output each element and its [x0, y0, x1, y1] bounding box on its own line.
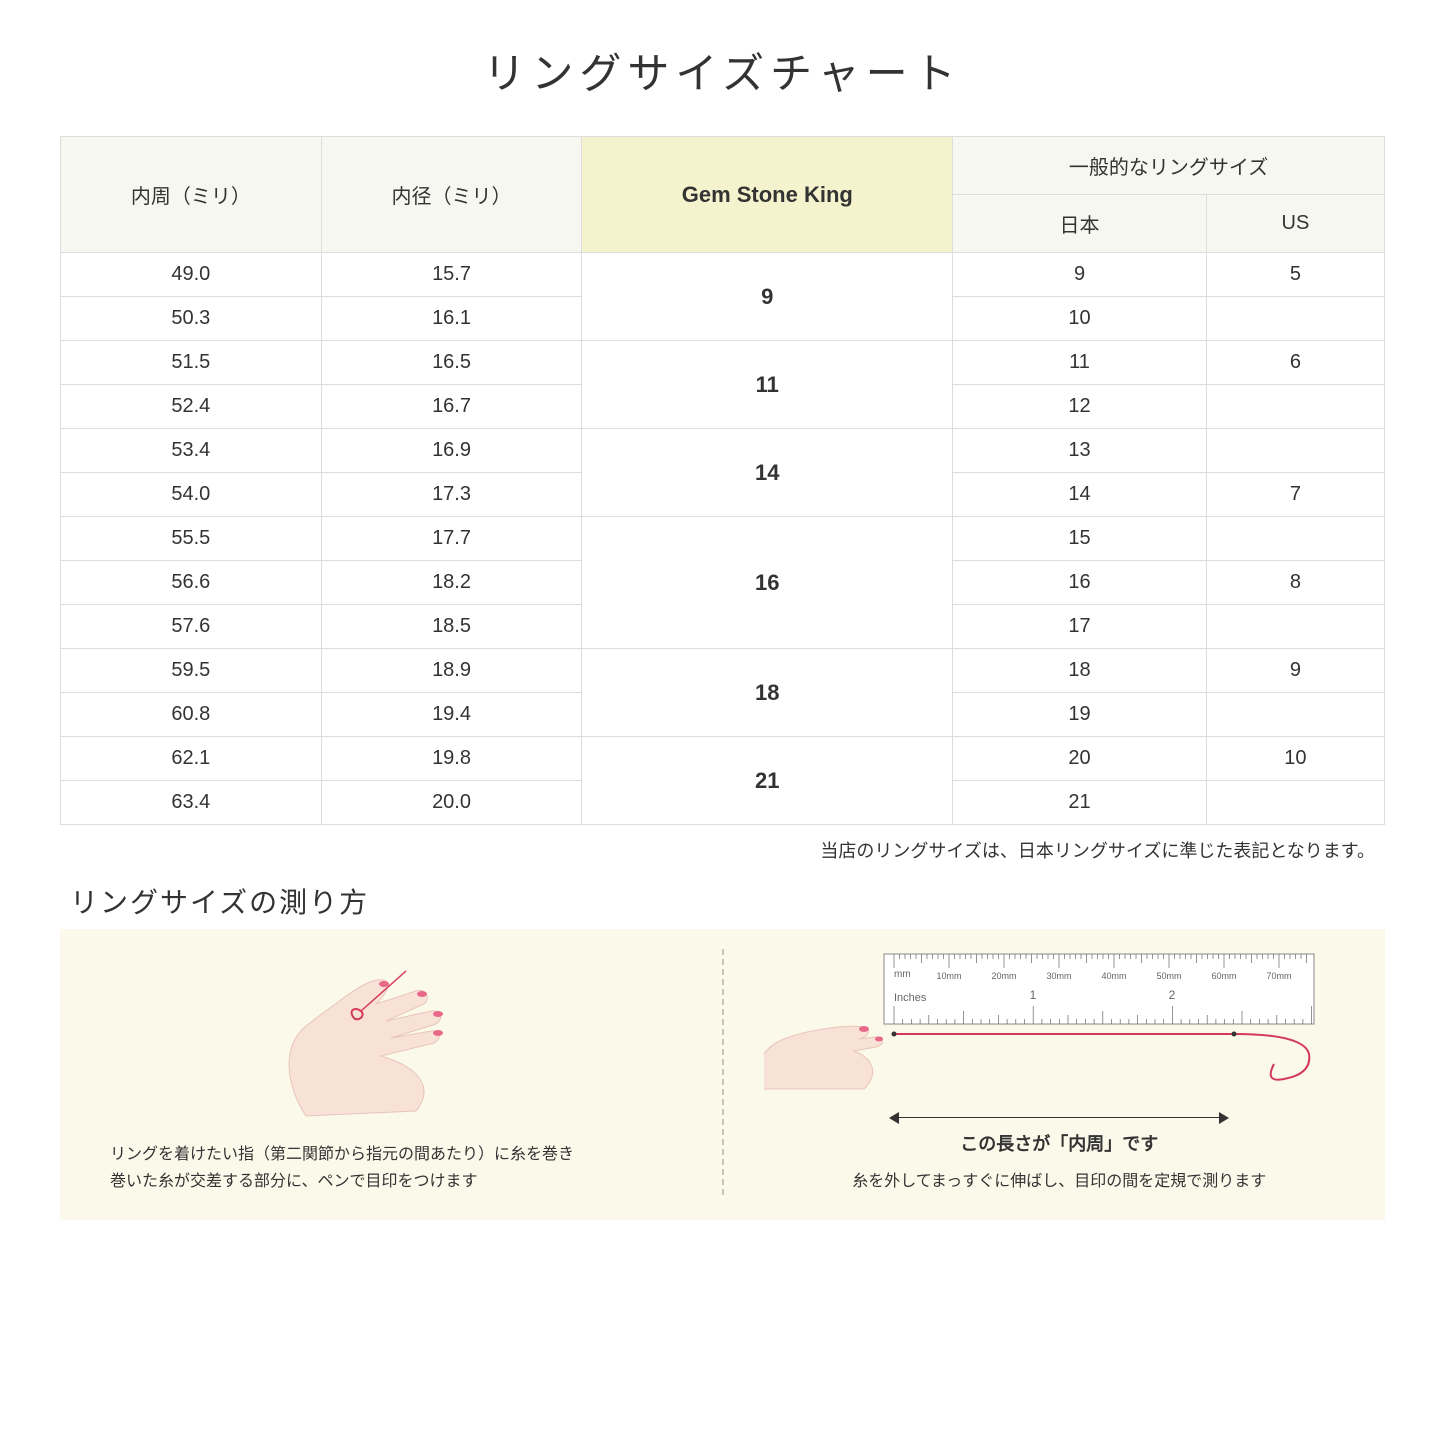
table-row: 49.015.7995	[61, 253, 1385, 297]
cell-jp: 20	[953, 737, 1207, 781]
cell-gsk: 21	[582, 737, 953, 825]
svg-text:10mm: 10mm	[936, 971, 961, 981]
cell-circ: 53.4	[61, 429, 322, 473]
cell-us	[1206, 517, 1384, 561]
cell-dia: 16.1	[321, 297, 582, 341]
svg-text:70mm: 70mm	[1266, 971, 1291, 981]
cell-dia: 18.5	[321, 605, 582, 649]
cell-dia: 20.0	[321, 781, 582, 825]
cell-circ: 63.4	[61, 781, 322, 825]
measure-label: この長さが「内周」です	[764, 1130, 1356, 1156]
panel2-caption: 糸を外してまっすぐに伸ばし、目印の間を定規で測ります	[764, 1168, 1356, 1195]
cell-dia: 19.8	[321, 737, 582, 781]
table-row: 55.517.71615	[61, 517, 1385, 561]
cell-us: 7	[1206, 473, 1384, 517]
cell-jp: 16	[953, 561, 1207, 605]
svg-text:60mm: 60mm	[1211, 971, 1236, 981]
cell-gsk: 18	[582, 649, 953, 737]
cell-us	[1206, 385, 1384, 429]
cell-us: 9	[1206, 649, 1384, 693]
table-row: 53.416.91413	[61, 429, 1385, 473]
table-row: 51.516.511116	[61, 341, 1385, 385]
cell-jp: 10	[953, 297, 1207, 341]
howto-title: リングサイズの測り方	[70, 881, 1385, 921]
howto-panel-2: mm 10mm 20mm 30mm 40mm 50mm 60mm 70mm Inches 1…	[764, 949, 1356, 1195]
svg-text:20mm: 20mm	[991, 971, 1016, 981]
cell-circ: 59.5	[61, 649, 322, 693]
cell-circ: 55.5	[61, 517, 322, 561]
cell-gsk: 16	[582, 517, 953, 649]
panel-divider	[722, 949, 724, 1195]
cell-gsk: 9	[582, 253, 953, 341]
cell-circ: 57.6	[61, 605, 322, 649]
cell-us: 6	[1206, 341, 1384, 385]
cell-circ: 49.0	[61, 253, 322, 297]
svg-text:Inches: Inches	[894, 992, 927, 1004]
cell-jp: 13	[953, 429, 1207, 473]
svg-text:30mm: 30mm	[1046, 971, 1071, 981]
col-general: 一般的なリングサイズ	[953, 137, 1385, 195]
cell-dia: 18.2	[321, 561, 582, 605]
footnote: 当店のリングサイズは、日本リングサイズに準じた表記となります。	[60, 837, 1385, 863]
cell-circ: 60.8	[61, 693, 322, 737]
cell-us	[1206, 297, 1384, 341]
cell-dia: 16.5	[321, 341, 582, 385]
table-row: 62.119.8212010	[61, 737, 1385, 781]
col-us: US	[1206, 195, 1384, 253]
cell-dia: 17.7	[321, 517, 582, 561]
cell-circ: 51.5	[61, 341, 322, 385]
cell-circ: 56.6	[61, 561, 322, 605]
cell-gsk: 11	[582, 341, 953, 429]
measure-arrow	[889, 1108, 1229, 1128]
cell-us: 8	[1206, 561, 1384, 605]
cell-jp: 11	[953, 341, 1207, 385]
cell-gsk: 14	[582, 429, 953, 517]
table-row: 59.518.918189	[61, 649, 1385, 693]
cell-jp: 15	[953, 517, 1207, 561]
ruler-illustration: mm 10mm 20mm 30mm 40mm 50mm 60mm 70mm Inches 1…	[764, 949, 1356, 1109]
cell-jp: 19	[953, 693, 1207, 737]
col-circumference: 内周（ミリ）	[61, 137, 322, 253]
cell-jp: 17	[953, 605, 1207, 649]
cell-dia: 18.9	[321, 649, 582, 693]
cell-jp: 14	[953, 473, 1207, 517]
hand-wrap-illustration	[90, 966, 682, 1126]
cell-us: 10	[1206, 737, 1384, 781]
col-japan: 日本	[953, 195, 1207, 253]
page-title: リングサイズチャート	[60, 40, 1385, 101]
svg-text:50mm: 50mm	[1156, 971, 1181, 981]
svg-text:2: 2	[1168, 988, 1175, 1002]
cell-dia: 15.7	[321, 253, 582, 297]
cell-circ: 62.1	[61, 737, 322, 781]
cell-dia: 19.4	[321, 693, 582, 737]
howto-section: リングを着けたい指（第二関節から指元の間あたり）に糸を巻き巻いた糸が交差する部分…	[60, 929, 1385, 1220]
cell-us	[1206, 693, 1384, 737]
cell-circ: 54.0	[61, 473, 322, 517]
cell-circ: 52.4	[61, 385, 322, 429]
cell-dia: 16.7	[321, 385, 582, 429]
col-diameter: 内径（ミリ）	[321, 137, 582, 253]
cell-dia: 17.3	[321, 473, 582, 517]
svg-text:mm: mm	[894, 969, 911, 980]
cell-jp: 21	[953, 781, 1207, 825]
cell-us	[1206, 429, 1384, 473]
ring-size-table: 内周（ミリ） 内径（ミリ） Gem Stone King 一般的なリングサイズ …	[60, 136, 1385, 825]
svg-text:1: 1	[1029, 988, 1036, 1002]
svg-text:40mm: 40mm	[1101, 971, 1126, 981]
cell-circ: 50.3	[61, 297, 322, 341]
cell-jp: 18	[953, 649, 1207, 693]
col-gsk: Gem Stone King	[582, 137, 953, 253]
panel1-caption: リングを着けたい指（第二関節から指元の間あたり）に糸を巻き巻いた糸が交差する部分…	[90, 1141, 682, 1195]
cell-us: 5	[1206, 253, 1384, 297]
cell-jp: 9	[953, 253, 1207, 297]
cell-us	[1206, 605, 1384, 649]
cell-dia: 16.9	[321, 429, 582, 473]
cell-us	[1206, 781, 1384, 825]
howto-panel-1: リングを着けたい指（第二関節から指元の間あたり）に糸を巻き巻いた糸が交差する部分…	[90, 949, 682, 1195]
cell-jp: 12	[953, 385, 1207, 429]
